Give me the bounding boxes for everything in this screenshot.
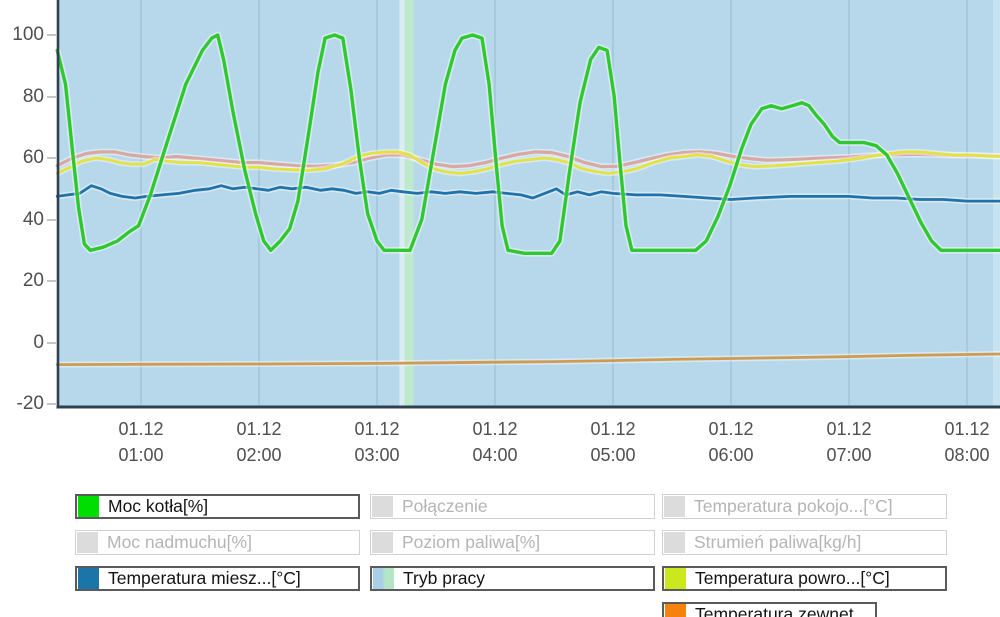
legend-item-temperatura-mieszacza[interactable]: Temperatura miesz...[°C] [75, 566, 360, 591]
y-tick-label-20: 20 [22, 270, 44, 291]
plot-background [59, 0, 1000, 407]
legend-item-tryb-pracy[interactable]: Tryb pracy [370, 566, 655, 591]
y-tick-label-40: 40 [22, 208, 44, 230]
y-tick-mark [47, 95, 56, 98]
legend-label-temperatura-powrotu: Temperatura powro...[°C] [695, 568, 890, 588]
x-tick-time: 06:00 [708, 445, 754, 465]
y-tick-mark [47, 34, 56, 36]
legend-item-polaczenie[interactable]: Połączenie [370, 494, 655, 519]
x-tick-date: 01.12 [708, 419, 754, 439]
chart-plot-area[interactable] [0, 0, 1000, 410]
legend-item-moc-kotla[interactable]: Moc kotła[%] [75, 494, 360, 519]
x-tick-date: 01.12 [472, 419, 518, 439]
x-tick-label-07:00: 01.12 07:00 [801, 416, 897, 468]
x-tick-label-05:00: 01.12 05:00 [565, 416, 661, 468]
legend-swatch-strumien-paliwa [664, 532, 685, 553]
x-tick-time: 08:00 [944, 445, 990, 465]
x-tick-label-02:00: 01.12 02:00 [211, 416, 307, 468]
legend-label-temperatura-mieszacza: Temperatura miesz...[°C] [108, 568, 301, 588]
x-tick-date: 01.12 [944, 419, 990, 439]
legend-swatch-temperatura-mieszacza [78, 568, 99, 589]
legend-label-poziom-paliwa: Poziom paliwa[%] [402, 532, 541, 552]
legend-item-moc-nadmuchu[interactable]: Moc nadmuchu[%] [75, 530, 360, 555]
x-tick-time: 01:00 [118, 445, 164, 465]
x-tick-label-03:00: 01.12 03:00 [329, 416, 425, 468]
x-tick-date: 01.12 [236, 419, 282, 439]
chart[interactable]: 100 80 60 40 20 0 -20 01.12 01:00 01.12 02:00 01.1… [0, 0, 1000, 465]
y-tick-mark [47, 157, 56, 159]
x-tick-date: 01.12 [590, 419, 636, 439]
y-tick-mark [47, 403, 56, 405]
legend-label-temperatura-pokojowa: Temperatura pokojo...[°C] [694, 496, 893, 516]
series-moc-kotla [55, 33, 1000, 256]
y-tick-label-80: 80 [22, 85, 44, 107]
legend-swatch-temperatura-pokojowa [664, 496, 685, 517]
x-tick-time: 07:00 [826, 445, 872, 465]
legend-swatch-moc-kotla [78, 496, 99, 517]
legend-swatch-temperatura-zewnetrzna [665, 604, 686, 617]
y-tick-mark [47, 341, 56, 344]
legend-swatch-poziom-paliwa [372, 532, 393, 553]
legend-swatch-polaczenie [372, 496, 393, 517]
x-tick-date: 01.12 [354, 419, 400, 439]
y-tick-label-100: 100 [12, 24, 44, 45]
y-tick-label-60: 60 [22, 147, 44, 168]
plot-right-strip [993, 0, 1000, 406]
x-tick-time: 03:00 [354, 445, 400, 465]
legend-label-strumien-paliwa: Strumień paliwa[kg/h] [694, 532, 862, 552]
legend-label-polaczenie: Połączenie [402, 496, 488, 516]
series-pink-line [55, 150, 1000, 169]
x-tick-time: 05:00 [590, 445, 636, 465]
x-tick-date: 01.12 [118, 419, 164, 439]
x-tick-date: 01.12 [826, 419, 872, 439]
x-tick-time: 04:00 [472, 445, 518, 465]
x-tick-label-06:00: 01.12 06:00 [683, 416, 779, 468]
legend-swatch-temperatura-powrotu [665, 568, 686, 589]
tryb-pracy-band-2 [404, 0, 414, 406]
y-tick-label--20: -20 [16, 393, 44, 414]
x-tick-label-04:00: 01.12 04:00 [447, 416, 543, 468]
legend-item-strumien-paliwa[interactable]: Strumień paliwa[kg/h] [662, 530, 947, 555]
legend-label-moc-nadmuchu: Moc nadmuchu[%] [107, 532, 252, 552]
legend-item-temperatura-powrotu[interactable]: Temperatura powro...[°C] [662, 566, 947, 591]
legend-swatch-moc-nadmuchu [77, 532, 98, 553]
legend-label-tryb-pracy: Tryb pracy [403, 568, 486, 588]
legend-label-moc-kotla: Moc kotła[%] [108, 496, 209, 516]
series-temperatura-mieszacza [55, 184, 1000, 203]
legend-item-temperatura-zewnetrzna[interactable]: Temperatura zewnęt... [662, 602, 877, 617]
legend-label-temperatura-zewnetrzna: Temperatura zewnęt... [695, 604, 869, 617]
y-tick-label-0: 0 [33, 331, 44, 353]
x-tick-time: 02:00 [236, 445, 282, 465]
x-tick-label-01:00: 01.12 01:00 [93, 416, 189, 468]
legend-item-poziom-paliwa[interactable]: Poziom paliwa[%] [370, 530, 655, 555]
legend-item-temperatura-pokojowa[interactable]: Temperatura pokojo...[°C] [662, 494, 947, 519]
y-tick-mark [47, 280, 56, 282]
legend-swatch-tryb-pracy [373, 568, 394, 589]
y-tick-mark [47, 218, 56, 221]
tryb-pracy-band-1 [399, 0, 405, 406]
series-temperatura-zewnetrzna [55, 352, 1000, 367]
series-temperatura-powrotu [55, 150, 1000, 175]
x-tick-label-08:00: 01.12 08:00 [919, 416, 1000, 468]
